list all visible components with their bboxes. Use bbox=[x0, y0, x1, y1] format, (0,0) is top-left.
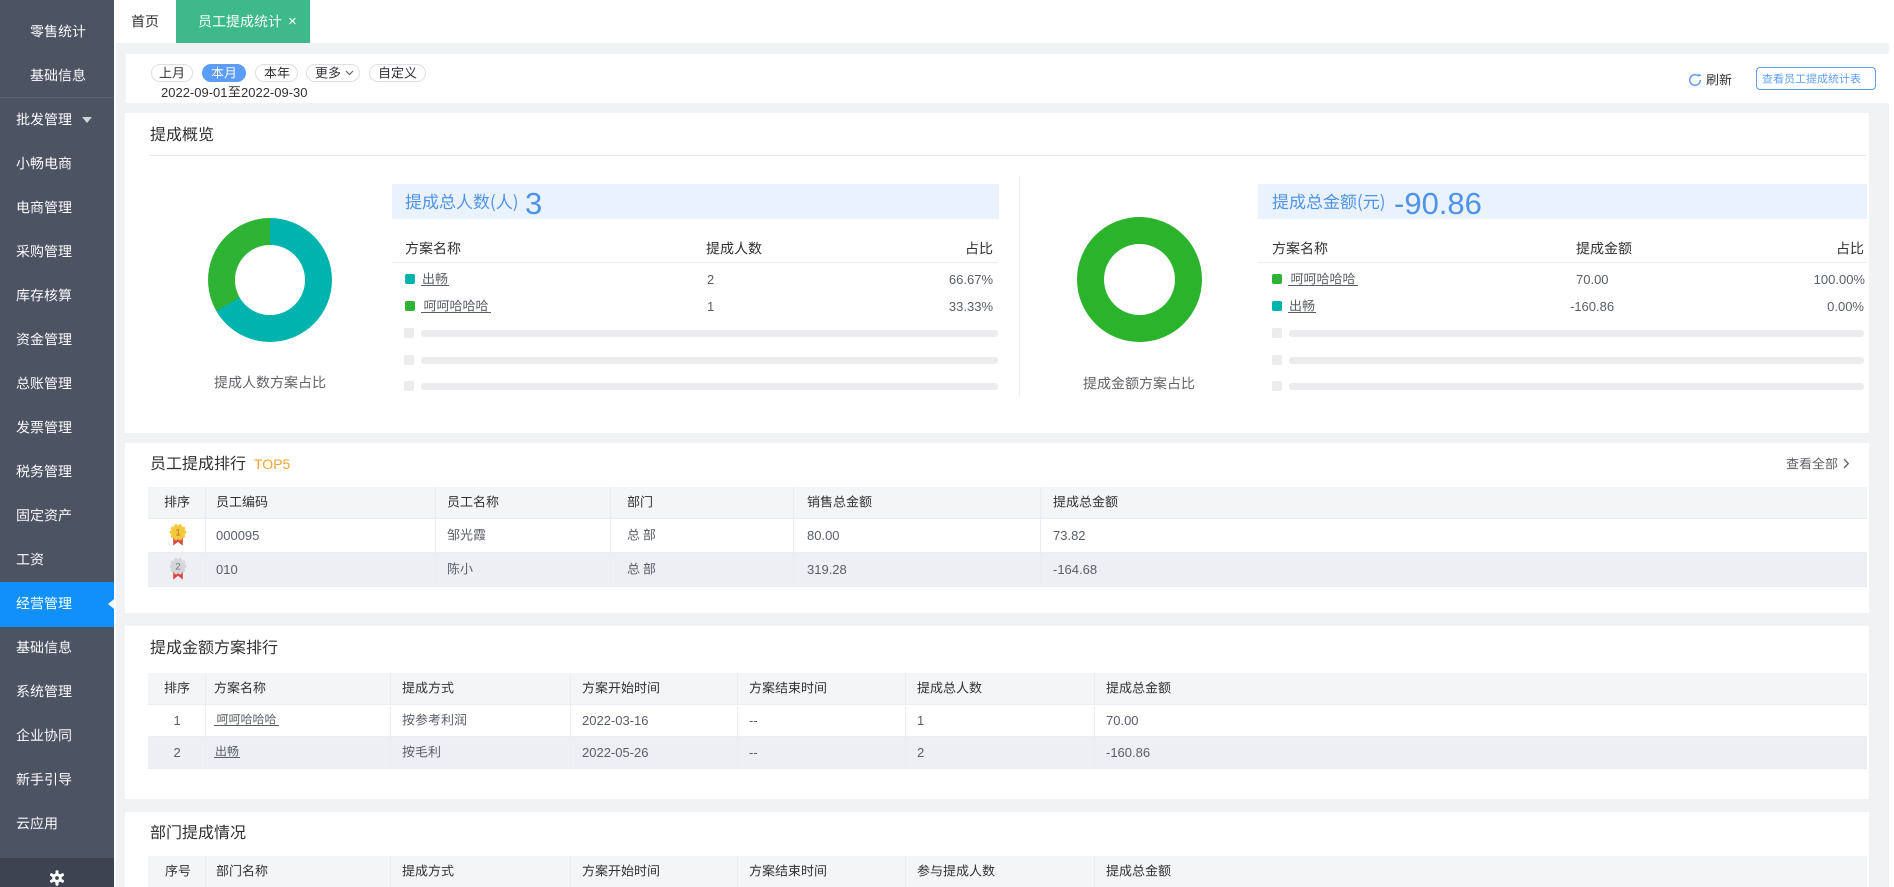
svg-text:1: 1 bbox=[175, 528, 180, 539]
svg-text:2: 2 bbox=[175, 562, 180, 573]
